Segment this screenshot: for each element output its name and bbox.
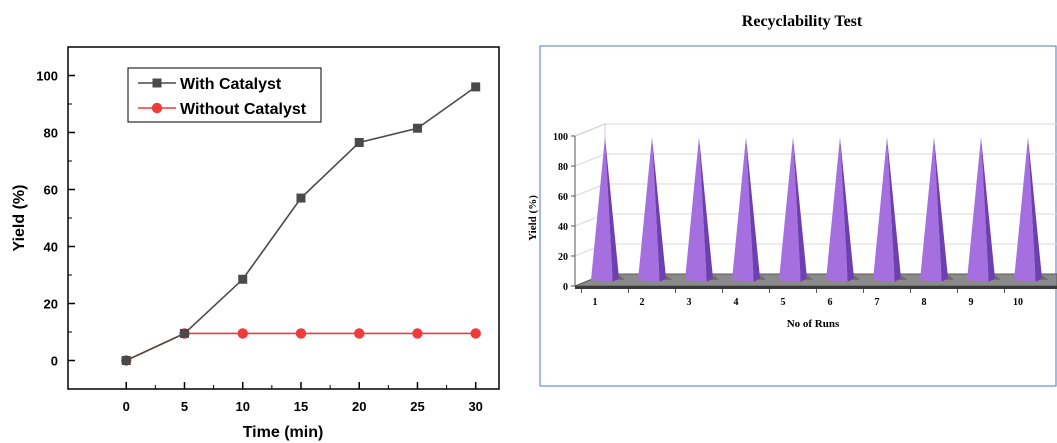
bar-side-face (1028, 137, 1042, 282)
bar-front-face (591, 137, 613, 282)
legend-label: Without Catalyst (180, 101, 307, 118)
bar-side-face (840, 137, 854, 282)
recyclability-chart: Recyclability Test 0 20 40 60 80 100 1 2 3 4 5 6 7 8 9… (527, 13, 1057, 387)
legend-marker (151, 102, 163, 114)
x-tick-label: 2 (640, 297, 645, 308)
x-tick-label: 10 (1013, 297, 1023, 308)
legend-label: With Catalyst (180, 76, 282, 93)
chart-title: Recyclability Test (742, 13, 863, 30)
y-tick-label: 40 (44, 240, 58, 255)
bar (591, 137, 625, 282)
y-tick-label: 20 (44, 297, 58, 312)
data-point (296, 193, 306, 203)
bar-side-face (887, 137, 901, 282)
data-point (354, 137, 364, 147)
bar (732, 137, 766, 282)
x-tick-label: 25 (410, 399, 424, 414)
gridline (574, 123, 1057, 137)
bar-front-face (1014, 137, 1036, 282)
data-point (179, 328, 189, 338)
data-point (470, 328, 481, 339)
bar (779, 137, 813, 282)
bar-front-face (685, 137, 707, 282)
y-tick-label: 100 (36, 69, 58, 84)
x-tick-label: 1 (593, 297, 598, 308)
y-tick-label: 100 (553, 132, 568, 143)
y-tick-label: 60 (44, 183, 58, 198)
data-point (354, 328, 365, 339)
data-point (471, 82, 481, 92)
x-tick-label: 30 (468, 399, 482, 414)
bar-front-face (638, 137, 660, 282)
y-axis-label: Yield (%) (11, 185, 28, 252)
y-tick-label: 20 (558, 252, 568, 263)
bar-side-face (981, 137, 995, 282)
data-point (121, 356, 131, 365)
data-point (295, 328, 307, 339)
x-tick-label: 5 (781, 297, 786, 308)
x-tick-label: 10 (235, 399, 249, 414)
bar-front-face (732, 137, 754, 282)
bar-side-face (605, 137, 619, 282)
data-point (237, 328, 248, 339)
x-axis-label: No of Runs (787, 318, 840, 330)
data-point (238, 274, 248, 284)
x-axis-label: Time (min) (243, 424, 324, 441)
bar (1014, 137, 1048, 282)
y-axis-label: Yield (%) (527, 195, 539, 241)
bar (920, 137, 954, 282)
y-tick-label: 80 (44, 126, 58, 141)
bar (826, 137, 860, 282)
x-tick-label: 6 (828, 297, 833, 308)
x-tick-label: 3 (687, 297, 692, 308)
data-point (412, 123, 422, 133)
legend: With Catalyst Without Catalyst (127, 67, 322, 123)
bar-side-face (934, 137, 948, 282)
bar-front-face (920, 137, 942, 282)
series-line-1 (125, 86, 477, 362)
gridline (574, 153, 1057, 167)
bar-side-face (793, 137, 807, 282)
floor-edge (575, 286, 1057, 289)
bar-front-face (826, 137, 848, 282)
y-tick-label: 40 (558, 222, 568, 233)
x-tick-label: 0 (123, 399, 130, 414)
y-tick-label: 80 (558, 162, 568, 173)
bar (685, 137, 719, 282)
chart-frame (539, 45, 1057, 387)
x-tick-label: 7 (875, 297, 880, 308)
x-tick-label: 20 (352, 399, 366, 414)
x-tick-label: 5 (181, 399, 188, 414)
y-tick-label: 0 (563, 282, 568, 293)
bar-front-face (967, 137, 989, 282)
bar (638, 137, 672, 282)
x-tick-label: 15 (294, 399, 308, 414)
bar-side-face (652, 137, 666, 282)
legend-box (127, 67, 322, 123)
x-tick-label: 9 (969, 297, 974, 308)
data-point (412, 328, 423, 339)
bar-front-face (873, 137, 895, 282)
bar (967, 137, 1001, 282)
x-tick-label: 4 (734, 297, 739, 308)
bar-front-face (779, 137, 801, 282)
bar-side-face (699, 137, 713, 282)
legend-marker (152, 78, 162, 88)
y-tick-label: 60 (558, 192, 568, 203)
bar-side-face (746, 137, 760, 282)
bar (873, 137, 907, 282)
y-tick-label: 0 (51, 354, 58, 369)
x-tick-label: 8 (922, 297, 927, 308)
